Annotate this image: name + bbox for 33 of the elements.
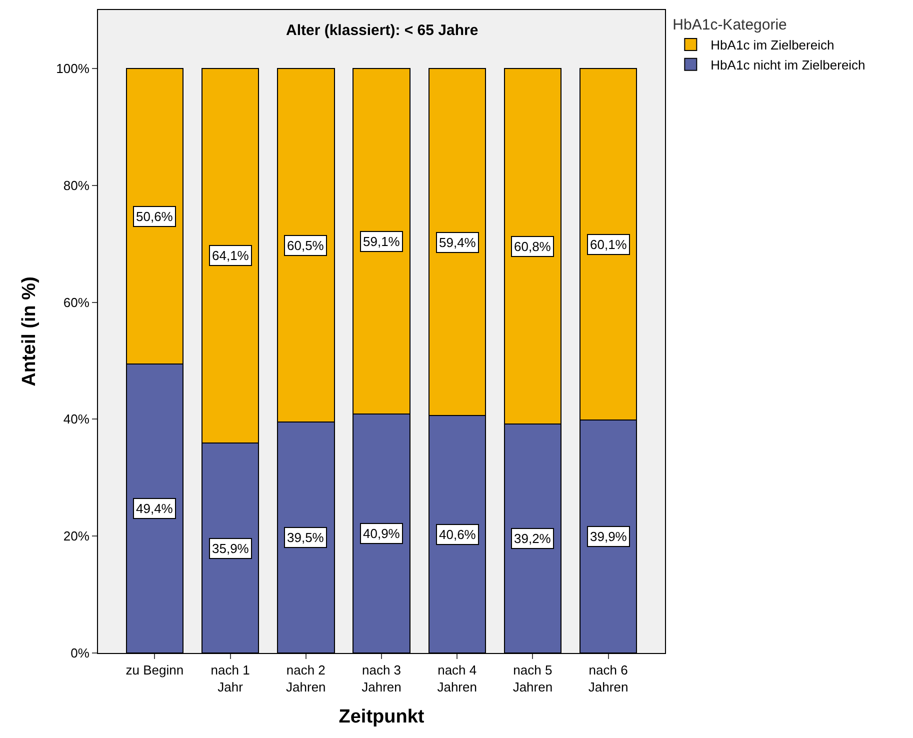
data-label: 60,1%: [590, 237, 628, 252]
legend-title: HbA1c-Kategorie: [672, 16, 787, 34]
x-tick-label: nach 5 Jahren: [512, 662, 553, 694]
x-tick-label: nach 1 Jahr: [210, 662, 250, 694]
data-label: 39,9%: [590, 529, 628, 544]
x-tick-label: nach 2 Jahren: [286, 662, 326, 694]
data-label: 64,1%: [212, 248, 250, 263]
y-tick-label: 20%: [63, 528, 90, 544]
y-tick-label: 80%: [63, 178, 90, 193]
data-label: 40,6%: [439, 527, 476, 542]
data-label: 49,4%: [136, 501, 174, 516]
data-label: 60,8%: [514, 239, 552, 254]
x-tick-label: nach 3 Jahren: [362, 662, 402, 694]
data-label: 59,4%: [439, 235, 476, 250]
data-label: 59,1%: [363, 234, 400, 249]
x-tick-label: zu Beginn: [126, 662, 184, 678]
data-label: 39,5%: [287, 530, 324, 545]
x-axis-title: Zeitpunkt: [338, 706, 425, 728]
y-tick-label: 0%: [70, 646, 90, 661]
data-label: 50,6%: [136, 209, 174, 224]
y-tick-label: 60%: [63, 294, 90, 310]
data-label: 39,2%: [514, 531, 552, 546]
data-label: 35,9%: [212, 541, 250, 556]
y-axis-title: Anteil (in %): [19, 276, 40, 386]
x-tick-label: nach 6 Jahren: [588, 662, 628, 694]
data-label: 60,5%: [287, 238, 324, 253]
legend-label: HbA1c im Zielbereich: [710, 38, 834, 53]
legend-label: HbA1c nicht im Zielbereich: [710, 57, 866, 72]
data-label: 40,9%: [363, 526, 400, 541]
x-tick-label: nach 4 Jahren: [437, 662, 477, 694]
y-tick-label: 100%: [56, 61, 90, 76]
y-tick-label: 40%: [63, 412, 90, 427]
text: Alter (klassiert): < 65 Jahre: [286, 22, 478, 39]
